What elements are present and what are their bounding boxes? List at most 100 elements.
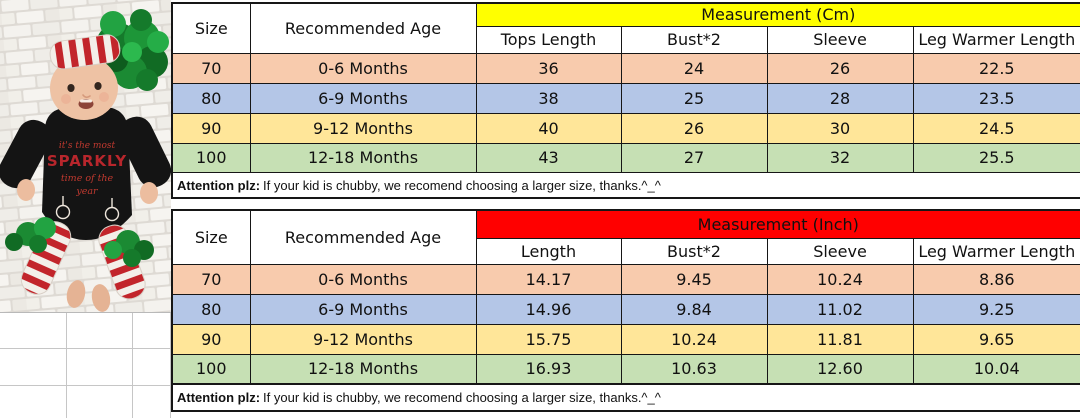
cell-value: 9.45	[620, 263, 768, 295]
cell-value: 10.24	[766, 263, 914, 295]
cell-size: 90	[171, 112, 251, 144]
cm-header-measurement: Measurement (Cm)	[475, 2, 1080, 27]
ornament-doodles	[55, 196, 120, 222]
cell-value: 43	[475, 142, 622, 174]
right-leg-bow	[104, 230, 154, 267]
baby-left-hand	[17, 179, 35, 201]
cell-value: 14.96	[475, 293, 622, 325]
note-text: If your kid is chubby, we recomend choos…	[263, 390, 661, 405]
cell-size: 100	[171, 142, 251, 174]
romper-text-line2: SPARKLY	[47, 152, 127, 170]
baby-right-hand	[140, 182, 158, 204]
cell-age: 9-12 Months	[249, 323, 477, 355]
left-leg-warmer	[20, 221, 72, 295]
note-text: If your kid is chubby, we recomend choos…	[263, 177, 661, 193]
cell-value: 10.04	[912, 353, 1080, 385]
cell-size: 80	[171, 293, 251, 325]
cell-size: 80	[171, 82, 251, 114]
baby-romper	[42, 108, 132, 240]
size-note-inch: Attention plz: If your kid is chubby, we…	[171, 384, 1080, 412]
baby-nose	[82, 94, 91, 99]
cell-value: 9.25	[912, 293, 1080, 325]
inch-header-measurement: Measurement (Inch)	[475, 209, 1080, 239]
cell-value: 40	[475, 112, 622, 144]
table-row: 80 6-9 Months 14.96 9.84 11.02 9.25	[171, 293, 1080, 325]
cell-value: 26	[766, 52, 914, 84]
note-attention-label: Attention plz:	[177, 390, 261, 405]
cell-value: 25	[620, 82, 768, 114]
cell-value: 16.93	[475, 353, 622, 385]
cell-size: 70	[171, 52, 251, 84]
cm-header-bust: Bust*2	[620, 25, 768, 54]
cell-size: 100	[171, 353, 251, 385]
cell-value: 10.63	[620, 353, 768, 385]
baby-left-eye	[67, 84, 75, 92]
left-leg-bow	[5, 217, 56, 253]
cell-age: 6-9 Months	[249, 293, 477, 325]
cm-header-sleeve: Sleeve	[766, 25, 914, 54]
table-row: 100 12-18 Months 16.93 10.63 12.60 10.04	[171, 353, 1080, 385]
baby-head	[50, 56, 118, 120]
size-note-cm: Attention plz: If your kid is chubby, we…	[171, 172, 1080, 199]
cell-value: 28	[766, 82, 914, 114]
table-row: 90 9-12 Months 40 26 30 24.5	[171, 112, 1080, 144]
cell-value: 24	[620, 52, 768, 84]
cell-value: 9.84	[620, 293, 768, 325]
inch-header-size: Size	[171, 209, 251, 265]
cell-age: 12-18 Months	[249, 142, 477, 174]
cell-value: 32	[766, 142, 914, 174]
inch-header-sleeve: Sleeve	[766, 237, 914, 265]
cell-value: 24.5	[912, 112, 1080, 144]
cell-value: 11.02	[766, 293, 914, 325]
cell-value: 38	[475, 82, 622, 114]
cell-value: 15.75	[475, 323, 622, 355]
baby-photo-illustration: it's the most SPARKLY time of the year	[0, 0, 171, 312]
cell-value: 9.65	[912, 323, 1080, 355]
baby-right-sleeve	[118, 116, 171, 188]
cm-header-size: Size	[171, 2, 251, 54]
inch-header-leg-warmer: Leg Warmer Length	[912, 237, 1080, 265]
cell-age: 0-6 Months	[249, 52, 477, 84]
size-table-inch: Size Recommended Age Measurement (Inch) …	[171, 209, 1080, 385]
inch-header-age: Recommended Age	[249, 209, 477, 265]
cell-size: 70	[171, 263, 251, 295]
cm-header-leg-warmer: Leg Warmer Length	[912, 25, 1080, 54]
headband-bow	[96, 9, 169, 91]
cell-value: 14.17	[475, 263, 622, 295]
cm-header-age: Recommended Age	[249, 2, 477, 54]
baby-left-sleeve	[0, 119, 52, 189]
romper-text-line4: year	[75, 186, 99, 197]
cell-value: 27	[620, 142, 768, 174]
cell-age: 0-6 Months	[249, 263, 477, 295]
size-table-cm: Size Recommended Age Measurement (Cm) To…	[171, 2, 1080, 174]
cell-value: 36	[475, 52, 622, 84]
size-tables-area: Size Recommended Age Measurement (Cm) To…	[171, 0, 1080, 418]
cell-value: 11.81	[766, 323, 914, 355]
striped-headband	[49, 34, 121, 70]
inch-header-bust: Bust*2	[620, 237, 768, 265]
table-row: 70 0-6 Months 36 24 26 22.5	[171, 52, 1080, 84]
cell-value: 26	[620, 112, 768, 144]
baby-left-foot	[66, 280, 86, 308]
table-row: 100 12-18 Months 43 27 32 25.5	[171, 142, 1080, 174]
cell-age: 6-9 Months	[249, 82, 477, 114]
cell-value: 30	[766, 112, 914, 144]
product-photo: it's the most SPARKLY time of the year	[0, 0, 171, 312]
cell-size: 90	[171, 323, 251, 355]
table-row: 80 6-9 Months 38 25 28 23.5	[171, 82, 1080, 114]
inch-header-length: Length	[475, 237, 622, 265]
romper-text-line1: it's the most	[59, 141, 116, 151]
cm-header-tops-length: Tops Length	[475, 25, 622, 54]
cell-value: 10.24	[620, 323, 768, 355]
cell-value: 22.5	[912, 52, 1080, 84]
baby-right-foot	[91, 284, 111, 312]
table-row: 70 0-6 Months 14.17 9.45 10.24 8.86	[171, 263, 1080, 295]
cell-value: 25.5	[912, 142, 1080, 174]
romper-text-line3: time of the	[61, 173, 114, 184]
cell-value: 12.60	[766, 353, 914, 385]
cell-value: 23.5	[912, 82, 1080, 114]
cell-value: 8.86	[912, 263, 1080, 295]
baby-right-eye	[94, 82, 102, 90]
cell-age: 12-18 Months	[249, 353, 477, 385]
